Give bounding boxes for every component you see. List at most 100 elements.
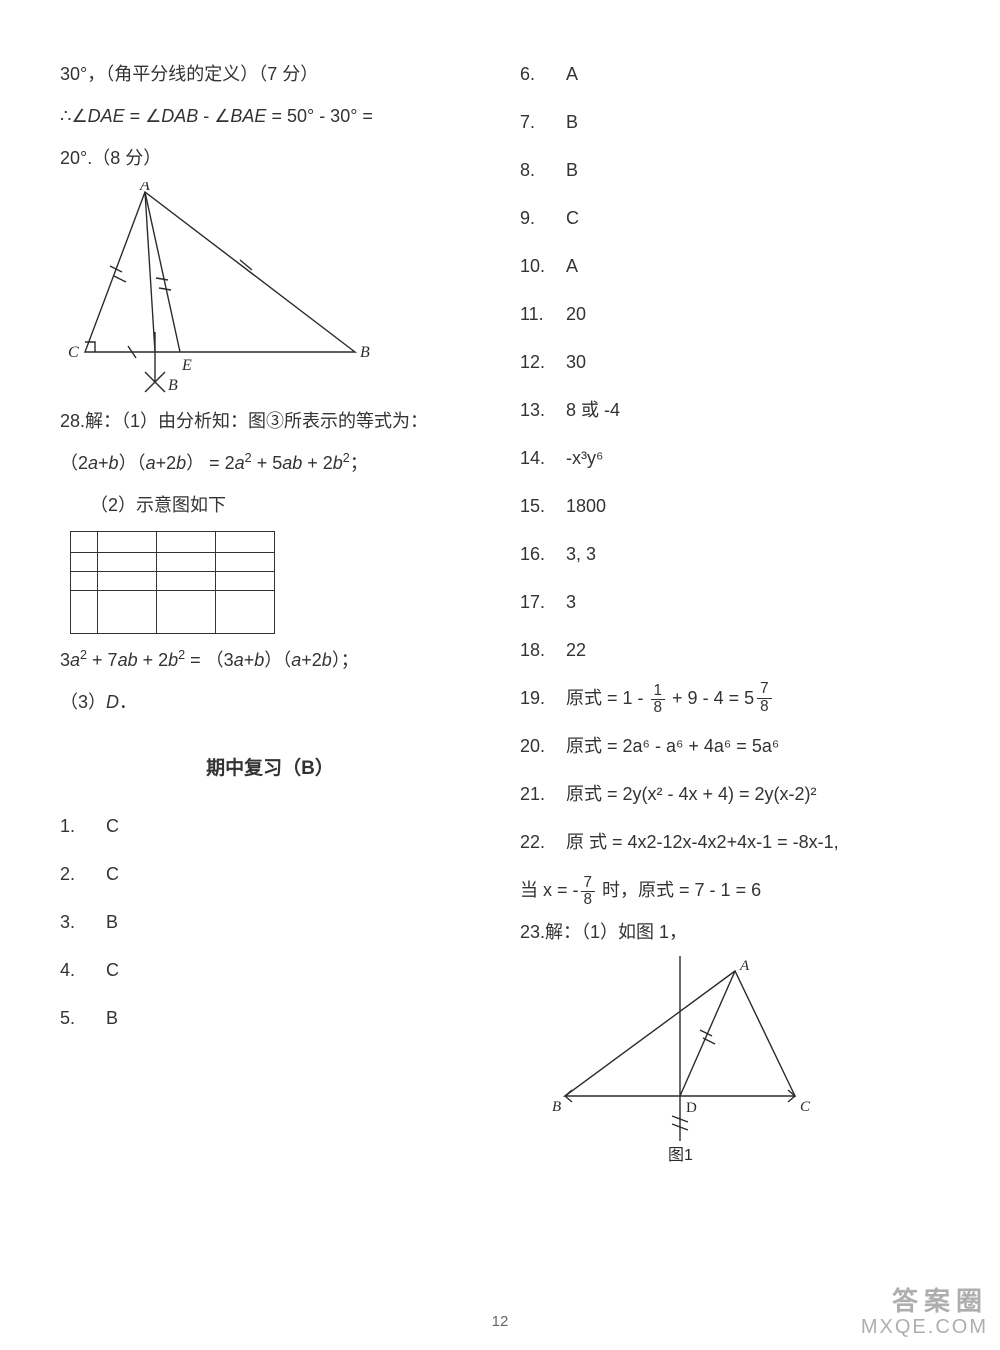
text: 5 [744, 680, 754, 716]
text: 当 x = - [520, 880, 579, 900]
frac-num: 7 [581, 875, 596, 892]
item-ans: 原式 = 2y(x² - 4x + 4) = 2y(x-2)² [566, 776, 817, 812]
list-item: 10.A [520, 242, 940, 290]
item-num: 22. [520, 824, 566, 860]
triangle-figure: A C B E B [60, 182, 380, 397]
frac-den: 8 [651, 700, 666, 716]
line-text: （3）D． [60, 684, 480, 720]
math-text: - ∠ [198, 106, 230, 126]
list-item: 18.22 [520, 626, 940, 674]
list-item: 19. 原式 = 1 - 18 + 9 - 4 = 578 [520, 674, 940, 722]
item-num: 8. [520, 152, 566, 188]
item-num: 5. [60, 1000, 106, 1036]
list-item: 13.8 或 -4 [520, 386, 940, 434]
watermark: 答案圈 MXQE.COM [861, 1287, 988, 1338]
math-text: ∴∠ [60, 106, 88, 126]
vertex-label: B [360, 344, 370, 361]
text: + 9 - 4 = [667, 688, 744, 708]
line-text: ∴∠DAE = ∠DAB - ∠BAE = 50° - 30° = [60, 98, 480, 134]
frac-den: 8 [757, 699, 772, 715]
item-num: 13. [520, 392, 566, 428]
list-item: 22.原 式 = 4x2-12x-4x2+4x-1 = -8x-1, [520, 818, 940, 866]
right-column: 6.A 7.B 8.B 9.C 10.A 11.20 12.30 13.8 或 … [520, 50, 940, 1166]
item-ans: C [106, 952, 119, 988]
vertex-label: D [686, 1100, 697, 1116]
list-item: 2.C [60, 850, 480, 898]
item-ans: B [566, 104, 578, 140]
item-ans: C [106, 808, 119, 844]
list-item: 7.B [520, 98, 940, 146]
section-title: 期中复习（B） [60, 750, 480, 788]
item-num: 2. [60, 856, 106, 892]
frac-num: 1 [651, 683, 666, 700]
item-num: 1. [60, 808, 106, 844]
item-ans: 30 [566, 344, 586, 380]
answer-list-right: 6.A 7.B 8.B 9.C 10.A 11.20 12.30 13.8 或 … [520, 50, 940, 866]
item-num: 20. [520, 728, 566, 764]
math-text: = ∠ [125, 106, 162, 126]
item-ans: 3 [566, 584, 576, 620]
list-item: 8.B [520, 146, 940, 194]
line-text: 30°，（角平分线的定义）（7 分） [60, 56, 480, 92]
list-item: 20.原式 = 2a⁶ - a⁶ + 4a⁶ = 5a⁶ [520, 722, 940, 770]
vertex-label: A [739, 958, 750, 974]
list-item: 3.B [60, 898, 480, 946]
list-item: 1.C [60, 802, 480, 850]
list-item: 11.20 [520, 290, 940, 338]
list-item: 21.原式 = 2y(x² - 4x + 4) = 2y(x-2)² [520, 770, 940, 818]
item-num: 3. [60, 904, 106, 940]
watermark-line1: 答案圈 [861, 1287, 988, 1316]
vertex-label: E [181, 357, 192, 374]
item-ans: 原 式 = 4x2-12x-4x2+4x-1 = -8x-1, [566, 824, 839, 860]
item-num: 12. [520, 344, 566, 380]
math-text: = 50° - 30° = [266, 106, 372, 126]
item-ans: A [566, 248, 578, 284]
item-num: 6. [520, 56, 566, 92]
list-item: 16.3, 3 [520, 530, 940, 578]
grid-figure [70, 531, 275, 634]
mixed-number: 578 [744, 680, 774, 716]
item-num: 7. [520, 104, 566, 140]
text: 时，原式 = 7 - 1 = 6 [597, 880, 761, 900]
item-ans: 1800 [566, 488, 606, 524]
math-expr: 3a2 + 7ab + 2b2 = （3a+b）（a+2b）； [60, 650, 359, 670]
text: 原式 = 1 - [566, 688, 649, 708]
watermark-line2: MXQE.COM [861, 1316, 988, 1338]
item-ans: A [566, 56, 578, 92]
item-num: 19. [520, 680, 566, 716]
math-expr: （2a+b）（a+2b） = 2a2 + 5ab + 2b2； [60, 453, 368, 473]
line-text: 20°.（8 分） [60, 140, 480, 176]
list-item: 15.1800 [520, 482, 940, 530]
item-num: 17. [520, 584, 566, 620]
item-ans: C [566, 200, 579, 236]
math-var: BAE [230, 106, 266, 126]
line-text: 23.解：（1）如图 1， [520, 914, 940, 950]
vertex-label: C [800, 1099, 811, 1115]
text: ． [119, 692, 137, 712]
list-item: 12.30 [520, 338, 940, 386]
item-num: 10. [520, 248, 566, 284]
line-text: 28.解：（1）由分析知：图③所表示的等式为： [60, 403, 480, 439]
item-ans: C [106, 856, 119, 892]
list-item: 4.C [60, 946, 480, 994]
vertex-label: A [139, 182, 150, 194]
figure-1: A B C D 图1 [550, 956, 820, 1166]
vertex-label: B [168, 377, 178, 394]
item-num: 14. [520, 440, 566, 476]
item-ans: B [106, 904, 118, 940]
list-item: 14.-x³y⁶ [520, 434, 940, 482]
item-ans: B [566, 152, 578, 188]
frac-num: 7 [757, 681, 772, 698]
answer-list-left: 1.C 2.C 3.B 4.C 5.B [60, 802, 480, 1042]
math-var: D [106, 692, 119, 712]
item-num: 15. [520, 488, 566, 524]
math-var: DAE [88, 106, 125, 126]
item-ans: 原式 = 1 - 18 + 9 - 4 = 578 [566, 680, 774, 716]
fraction: 78 [581, 875, 596, 908]
left-column: 30°，（角平分线的定义）（7 分） ∴∠DAE = ∠DAB - ∠BAE =… [60, 50, 480, 1166]
line-text: 当 x = -78 时，原式 = 7 - 1 = 6 [520, 872, 940, 908]
item-num: 11. [520, 296, 566, 332]
item-num: 9. [520, 200, 566, 236]
page-number: 12 [0, 1313, 1000, 1330]
vertex-label: C [68, 344, 79, 361]
